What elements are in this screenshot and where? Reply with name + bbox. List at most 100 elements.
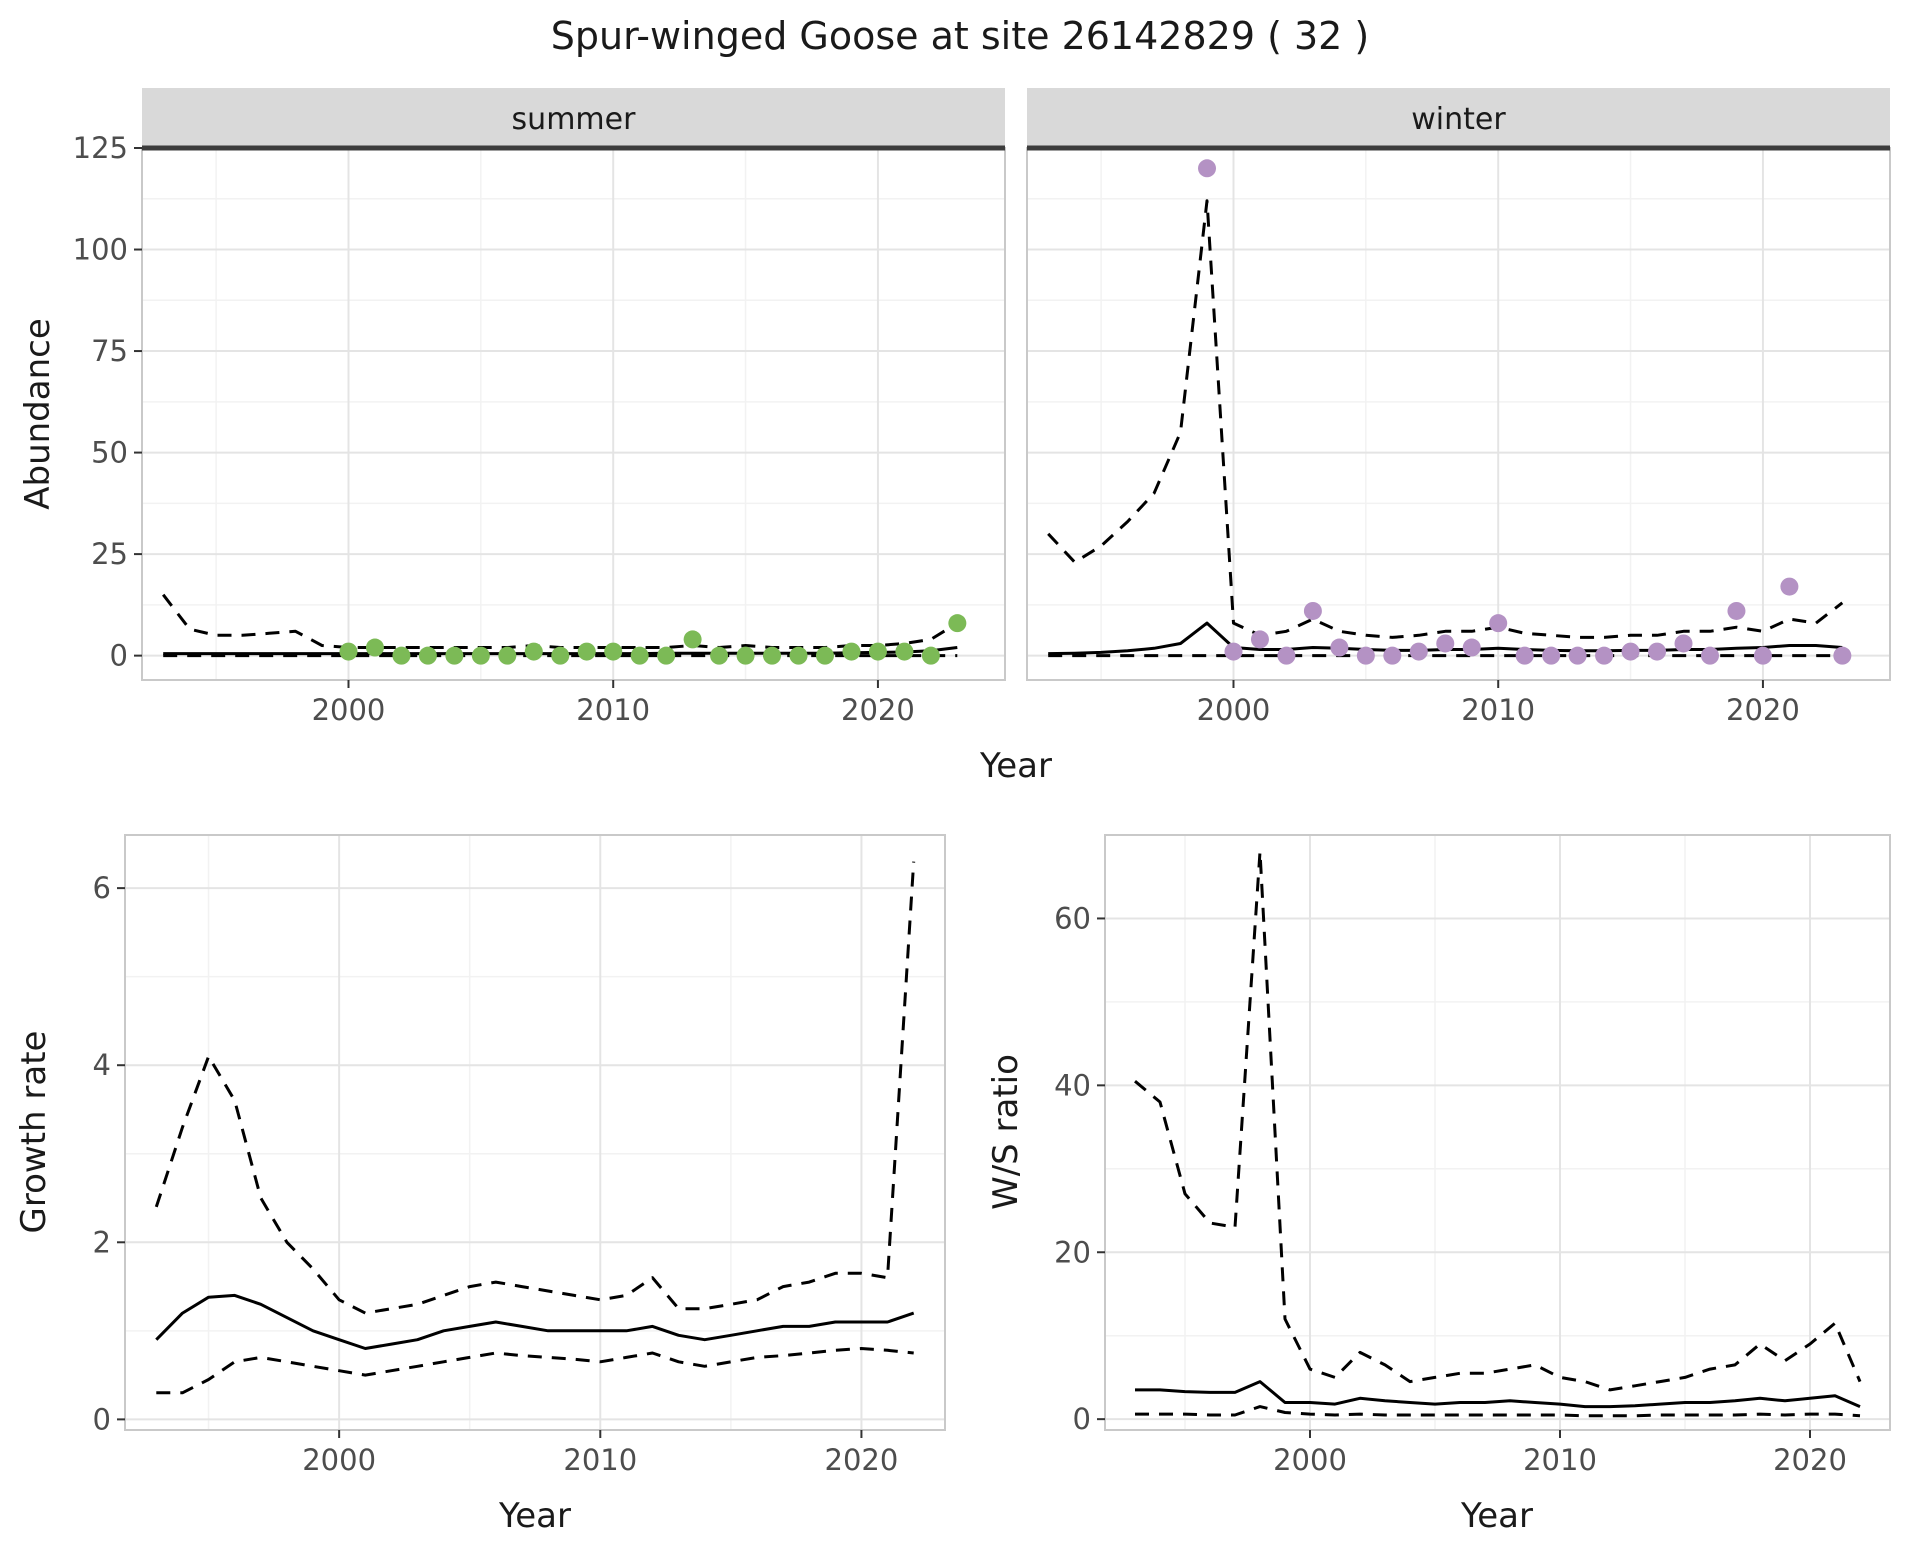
ws-ratio-ci-lower-line [1135, 1405, 1861, 1418]
data-point [895, 642, 914, 661]
data-point [921, 646, 940, 665]
ws-ratio-panel: 2000 2010 2020 0 20 40 60 [1020, 827, 1898, 1490]
abundance-summer-points [339, 614, 967, 665]
facet-strip-label: winter [1411, 102, 1506, 137]
top-year-axis-label: Year [980, 746, 1052, 786]
x-tick-label: 2010 [1523, 1443, 1597, 1477]
y-tick-label: 4 [93, 1048, 111, 1082]
y-tick-label: 0 [110, 639, 128, 673]
x-tick-label: 2020 [1773, 1443, 1847, 1477]
y-tick-label: 20 [1054, 1235, 1091, 1269]
data-point [1568, 646, 1587, 665]
y-tick-label: 2 [93, 1225, 111, 1259]
x-tick-label: 2020 [841, 693, 915, 727]
data-point [1330, 638, 1349, 657]
facet-strip [1027, 88, 1890, 148]
growth-year-axis-label: Year [499, 1496, 571, 1536]
data-point [1409, 642, 1428, 661]
data-point [763, 646, 782, 665]
data-point [1727, 601, 1746, 620]
data-point [736, 646, 755, 665]
data-point [630, 646, 649, 665]
data-point [657, 646, 676, 665]
data-point [1303, 601, 1322, 620]
growth-axis-label: Growth rate [14, 1030, 54, 1234]
data-point [1700, 646, 1719, 665]
data-point [1648, 642, 1667, 661]
data-point [1277, 646, 1296, 665]
y-tick-label: 0 [93, 1402, 111, 1436]
data-point [498, 646, 517, 665]
data-point [471, 646, 490, 665]
data-point [1198, 159, 1217, 178]
x-tick-label: 2020 [825, 1443, 899, 1477]
growth-rate-ci-upper-line [154, 861, 916, 1315]
data-point [365, 638, 384, 657]
y-tick-label: 100 [73, 233, 128, 267]
data-point [1780, 577, 1799, 596]
ws-year-axis-label: Year [1461, 1496, 1533, 1536]
x-tick-label: 2020 [1726, 693, 1800, 727]
x-tick-label: 2000 [302, 1443, 376, 1477]
data-point [1833, 646, 1852, 665]
growth-rate-panel: 2000 2010 2020 0 2 4 6 [40, 827, 951, 1490]
data-point [604, 642, 623, 661]
data-point [1542, 646, 1561, 665]
data-point [1250, 630, 1269, 649]
abundance-winter-ci-upper-line [1047, 199, 1844, 639]
x-tick-label: 2000 [1197, 693, 1271, 727]
x-tick-label: 2010 [576, 693, 650, 727]
abundance-summer-panel: summer 2000 2010 2020 0 25 50 75 100 125 [50, 88, 1011, 740]
data-point [551, 646, 570, 665]
x-tick-label: 2000 [312, 693, 386, 727]
data-point [445, 646, 464, 665]
data-point [710, 646, 729, 665]
data-point [789, 646, 808, 665]
abundance-axis-label: Abundance [18, 318, 58, 510]
y-tick-label: 50 [91, 436, 128, 470]
y-tick-label: 60 [1054, 901, 1091, 935]
abundance-winter-svg: winter 2000 2010 2020 [1026, 88, 1891, 727]
data-point [948, 614, 967, 633]
ws-ratio-fit-line [1135, 1380, 1861, 1409]
data-point [1383, 646, 1402, 665]
data-point [1753, 646, 1772, 665]
data-point [1674, 634, 1693, 653]
data-point [524, 642, 543, 661]
ws-axis-label: W/S ratio [986, 1054, 1026, 1210]
data-point [1515, 646, 1534, 665]
data-point [1462, 638, 1481, 657]
data-point [392, 646, 411, 665]
growth-rate-fit-line [155, 1293, 915, 1350]
facet-strip-label: summer [512, 102, 637, 137]
data-point [1489, 614, 1508, 633]
data-point [683, 630, 702, 649]
ws-ratio-svg: 2000 2010 2020 0 20 40 60 [1054, 834, 1891, 1477]
data-point [1356, 646, 1375, 665]
data-point [1224, 642, 1243, 661]
x-tick-label: 2010 [563, 1443, 637, 1477]
x-tick-label: 2000 [1273, 1443, 1347, 1477]
abundance-winter-points [1198, 159, 1852, 665]
data-point [1436, 634, 1455, 653]
facet-strip [142, 88, 1005, 148]
y-tick-label: 40 [1054, 1068, 1091, 1102]
y-tick-label: 6 [93, 871, 111, 905]
data-point [868, 642, 887, 661]
data-point [339, 642, 358, 661]
chart-title: Spur-winged Goose at site 26142829 ( 32 … [550, 14, 1370, 58]
y-tick-label: 25 [91, 537, 128, 571]
abundance-summer-svg: summer 2000 2010 2020 0 25 50 75 100 125 [73, 88, 1006, 727]
growth-rate-svg: 2000 2010 2020 0 2 4 6 [93, 834, 946, 1477]
x-tick-label: 2010 [1461, 693, 1535, 727]
y-tick-label: 75 [91, 334, 128, 368]
y-tick-label: 125 [73, 131, 128, 165]
data-point [842, 642, 861, 661]
data-point [418, 646, 437, 665]
data-point [815, 646, 834, 665]
data-point [1621, 642, 1640, 661]
growth-rate-ci-lower-line [156, 1347, 914, 1395]
data-point [1595, 646, 1614, 665]
data-point [577, 642, 596, 661]
